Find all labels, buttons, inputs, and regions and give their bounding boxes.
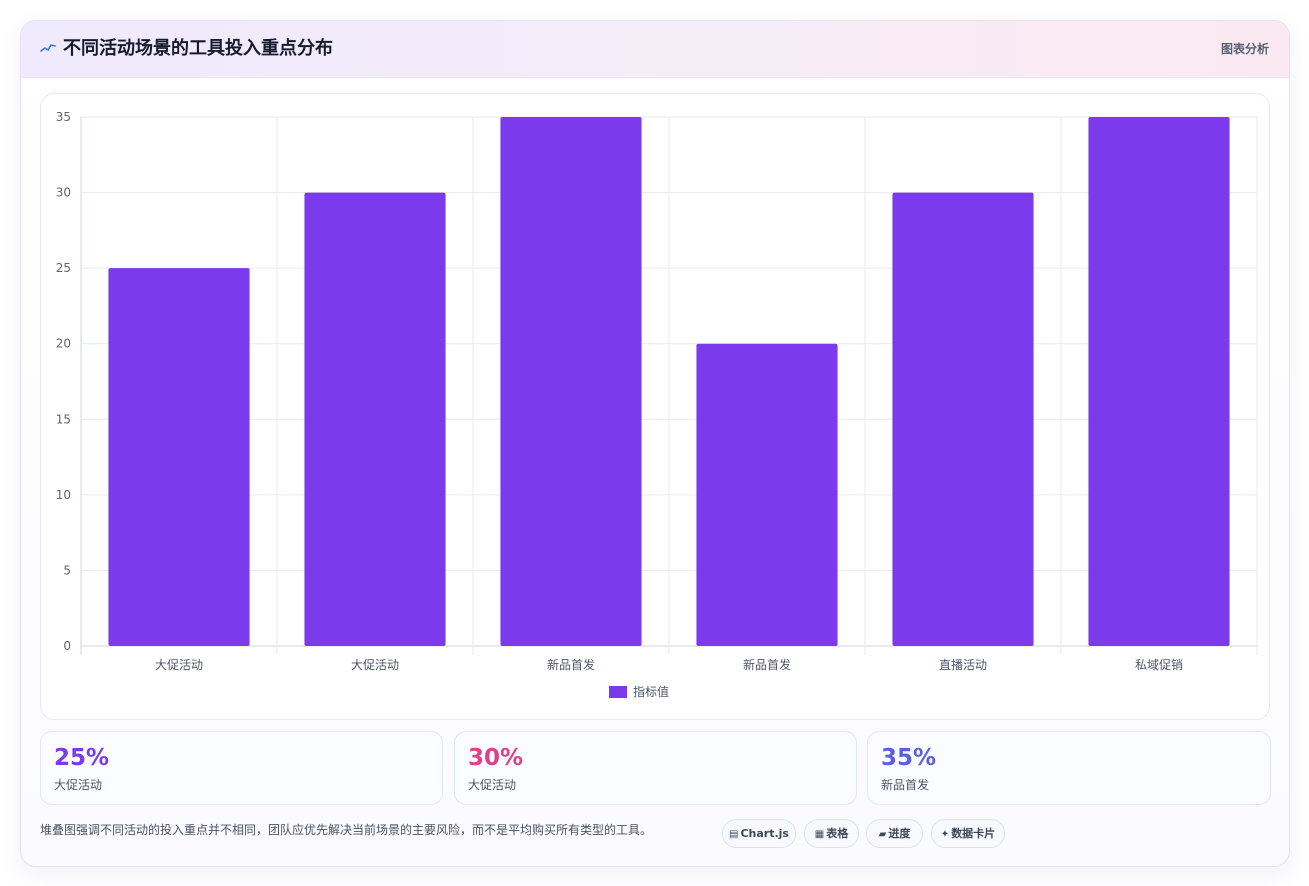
chart-icon: ▤ [729, 829, 739, 840]
stat-card-3: 35% 新品首发 [867, 731, 1271, 805]
chart-line-icon [40, 44, 56, 52]
stat-label: 大促活动 [54, 778, 103, 792]
legend-label: 指标值 [633, 684, 669, 699]
chart-grid [80, 116, 1258, 655]
stat-label: 新品首发 [881, 778, 930, 792]
chart-caption: 堆叠图强调不同活动的投入重点并不相同，团队应优先解决当前场景的主要风险，而不是平… [40, 823, 653, 837]
stat-value: 30% [468, 745, 524, 771]
y-tick-label: 35 [56, 110, 71, 124]
y-axis: 0 5 10 15 20 25 30 35 [56, 110, 71, 653]
stat-value: 25% [54, 745, 110, 771]
x-axis: 大促活动 大促活动 新品首发 新品首发 直播活动 私域促销 [155, 657, 1183, 672]
bar [500, 117, 642, 646]
x-tick-label: 私域促销 [1135, 658, 1183, 672]
bar [1088, 117, 1230, 646]
x-tick-label: 大促活动 [155, 658, 203, 672]
stat-value: 35% [881, 745, 937, 771]
y-tick-label: 25 [56, 261, 71, 275]
stat-card-2: 30% 大促活动 [454, 731, 857, 805]
y-tick-label: 5 [63, 563, 71, 577]
chip-label: Chart.js [740, 827, 789, 840]
chip-data-card[interactable]: ✦ 数据卡片 [931, 819, 1005, 848]
bar [304, 192, 446, 647]
chart-bars [108, 117, 1230, 647]
chart-container: 0 5 10 15 20 25 30 35 大促活动 大促活动 新品首发 新品首发 直播活动 私域促销 … [40, 93, 1270, 720]
chip-label: 表格 [826, 827, 849, 840]
x-tick-label: 大促活动 [351, 658, 399, 672]
chart-legend[interactable]: 指标值 [609, 684, 669, 699]
bar [892, 192, 1034, 647]
sparkle-icon: ✦ [940, 829, 950, 840]
x-tick-label: 新品首发 [547, 657, 595, 672]
chip-label: 进度 [888, 827, 911, 840]
chip-label: 数据卡片 [951, 827, 996, 840]
y-tick-label: 20 [56, 337, 71, 351]
y-tick-label: 0 [63, 639, 71, 653]
chart-card: 不同活动场景的工具投入重点分布 图表分析 0 5 10 15 20 25 30 35 大促活动… [20, 20, 1290, 867]
progress-icon: ▰ [878, 829, 887, 840]
stat-card-1: 25% 大促活动 [40, 731, 443, 805]
chip-chartjs[interactable]: ▤ Chart.js [722, 819, 796, 848]
table-icon: ▦ [814, 829, 825, 840]
y-tick-label: 10 [56, 488, 71, 502]
y-tick-label: 30 [56, 186, 71, 200]
x-tick-label: 直播活动 [939, 658, 987, 672]
x-tick-label: 新品首发 [743, 657, 791, 672]
page-title: 不同活动场景的工具投入重点分布 [63, 38, 333, 59]
bar [696, 343, 838, 646]
chip-progress[interactable]: ▰ 进度 [866, 819, 923, 848]
bar [108, 268, 250, 646]
y-tick-label: 15 [56, 412, 71, 426]
stat-label: 大促活动 [468, 778, 517, 792]
legend-swatch [609, 686, 627, 698]
chip-table[interactable]: ▦ 表格 [804, 819, 859, 848]
header-badge: 图表分析 [1220, 42, 1269, 56]
card-header: 不同活动场景的工具投入重点分布 图表分析 [21, 21, 1289, 78]
